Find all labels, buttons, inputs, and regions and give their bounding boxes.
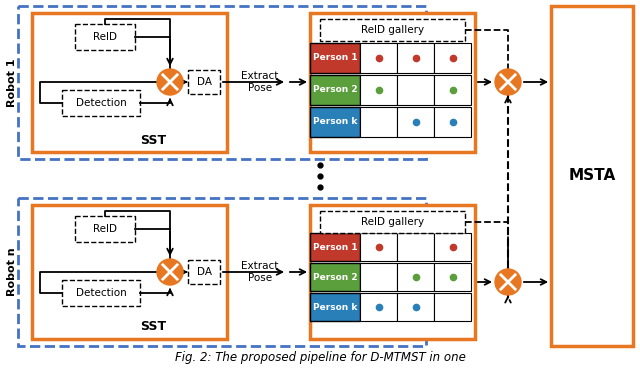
Bar	[397, 293, 434, 321]
Bar	[310, 205, 475, 339]
Text: SST: SST	[140, 321, 166, 334]
Text: Extract
Pose: Extract Pose	[241, 261, 278, 283]
Text: Person 2: Person 2	[313, 272, 357, 282]
Text: Detection: Detection	[76, 98, 126, 108]
Bar	[360, 263, 397, 291]
Bar	[310, 107, 360, 137]
Circle shape	[157, 259, 183, 285]
Bar	[310, 43, 360, 73]
Bar	[310, 13, 475, 152]
Text: Person 1: Person 1	[313, 54, 357, 62]
Bar	[360, 293, 397, 321]
Bar	[62, 280, 140, 306]
Text: Robot n: Robot n	[7, 248, 17, 296]
Bar	[32, 13, 227, 152]
Bar	[551, 6, 633, 346]
Bar	[188, 260, 220, 284]
Text: ReID gallery: ReID gallery	[361, 217, 424, 227]
Text: Robot 1: Robot 1	[7, 58, 17, 107]
Bar	[397, 107, 434, 137]
Bar	[434, 43, 471, 73]
Bar	[75, 216, 135, 242]
Text: Fig. 2: The proposed pipeline for D-MTMST in one: Fig. 2: The proposed pipeline for D-MTMS…	[175, 352, 465, 365]
Text: Extract
Pose: Extract Pose	[241, 71, 278, 93]
Bar	[18, 6, 426, 159]
Bar	[360, 43, 397, 73]
Bar	[310, 293, 360, 321]
Bar	[320, 211, 465, 233]
Bar	[360, 75, 397, 105]
Bar	[397, 43, 434, 73]
Circle shape	[495, 269, 521, 295]
Bar	[434, 233, 471, 261]
Bar	[397, 75, 434, 105]
Text: Person 2: Person 2	[313, 86, 357, 94]
Bar	[310, 263, 360, 291]
Bar	[397, 233, 434, 261]
Text: ReID: ReID	[93, 224, 117, 234]
Bar	[360, 107, 397, 137]
Text: DA: DA	[196, 267, 211, 277]
Bar	[32, 205, 227, 339]
Bar	[434, 263, 471, 291]
Text: ReID gallery: ReID gallery	[361, 25, 424, 35]
Text: Detection: Detection	[76, 288, 126, 298]
Text: MSTA: MSTA	[568, 169, 616, 183]
Circle shape	[157, 69, 183, 95]
Circle shape	[495, 69, 521, 95]
Text: Person k: Person k	[313, 117, 357, 127]
Bar	[75, 24, 135, 50]
Bar	[434, 75, 471, 105]
Bar	[310, 233, 360, 261]
Text: SST: SST	[140, 134, 166, 146]
Text: Person k: Person k	[313, 303, 357, 311]
Bar	[434, 293, 471, 321]
Bar	[360, 233, 397, 261]
Bar	[434, 107, 471, 137]
Text: Person 1: Person 1	[313, 242, 357, 252]
Bar	[62, 90, 140, 116]
Bar	[320, 19, 465, 41]
Bar	[188, 70, 220, 94]
Bar	[310, 75, 360, 105]
Text: ReID: ReID	[93, 32, 117, 42]
Bar	[18, 198, 426, 346]
Text: DA: DA	[196, 77, 211, 87]
Bar	[397, 263, 434, 291]
